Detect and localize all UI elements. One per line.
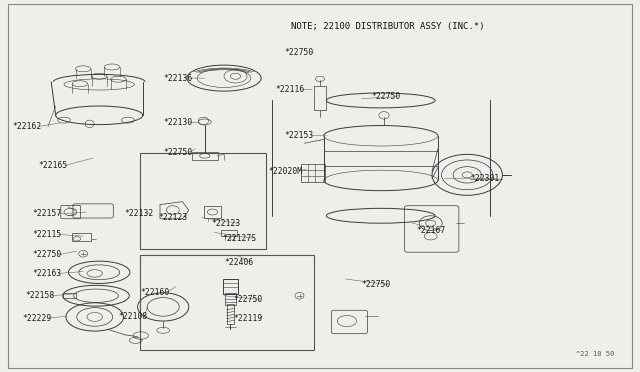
Text: *22157: *22157 — [32, 209, 61, 218]
Text: *22406: *22406 — [224, 258, 253, 267]
Text: *22132: *22132 — [125, 209, 154, 218]
Bar — [223, 279, 238, 294]
Text: *22165: *22165 — [38, 161, 68, 170]
Text: *22167: *22167 — [416, 226, 445, 235]
Bar — [301, 164, 325, 182]
Text: *22162: *22162 — [13, 122, 42, 131]
Text: *22301: *22301 — [470, 174, 500, 183]
Text: *22163: *22163 — [32, 269, 61, 278]
Text: *22750: *22750 — [32, 250, 61, 259]
Bar — [140, 153, 266, 249]
Bar — [63, 293, 76, 298]
Text: *22127S: *22127S — [223, 234, 257, 243]
Text: *22750: *22750 — [163, 148, 193, 157]
Text: *22750: *22750 — [362, 280, 391, 289]
Text: *22115: *22115 — [32, 230, 61, 239]
Text: *22158: *22158 — [26, 291, 55, 300]
Text: *22123: *22123 — [211, 219, 241, 228]
Text: *22160: *22160 — [141, 288, 170, 296]
Bar — [314, 86, 326, 110]
Text: ^22 10 50: ^22 10 50 — [576, 351, 614, 357]
Bar — [227, 304, 234, 324]
Text: *22108: *22108 — [118, 312, 148, 321]
Text: *22750: *22750 — [234, 295, 263, 304]
Text: *22750: *22750 — [371, 92, 401, 101]
Bar — [72, 232, 91, 241]
Text: *22020M: *22020M — [269, 167, 303, 176]
Bar — [140, 255, 314, 350]
Text: *22153: *22153 — [285, 131, 314, 140]
Text: NOTE; 22100 DISTRIBUTOR ASSY (INC.*): NOTE; 22100 DISTRIBUTOR ASSY (INC.*) — [291, 22, 484, 31]
Bar — [204, 206, 221, 218]
Text: *22116: *22116 — [275, 85, 305, 94]
Bar — [192, 152, 218, 160]
Text: *22750: *22750 — [285, 48, 314, 57]
Text: *22136: *22136 — [163, 74, 193, 83]
Text: *22130: *22130 — [163, 118, 193, 127]
Text: *22123: *22123 — [159, 213, 188, 222]
Bar — [225, 293, 236, 305]
Text: *22229: *22229 — [22, 314, 52, 323]
Text: *22119: *22119 — [234, 314, 263, 323]
Bar — [221, 230, 237, 236]
